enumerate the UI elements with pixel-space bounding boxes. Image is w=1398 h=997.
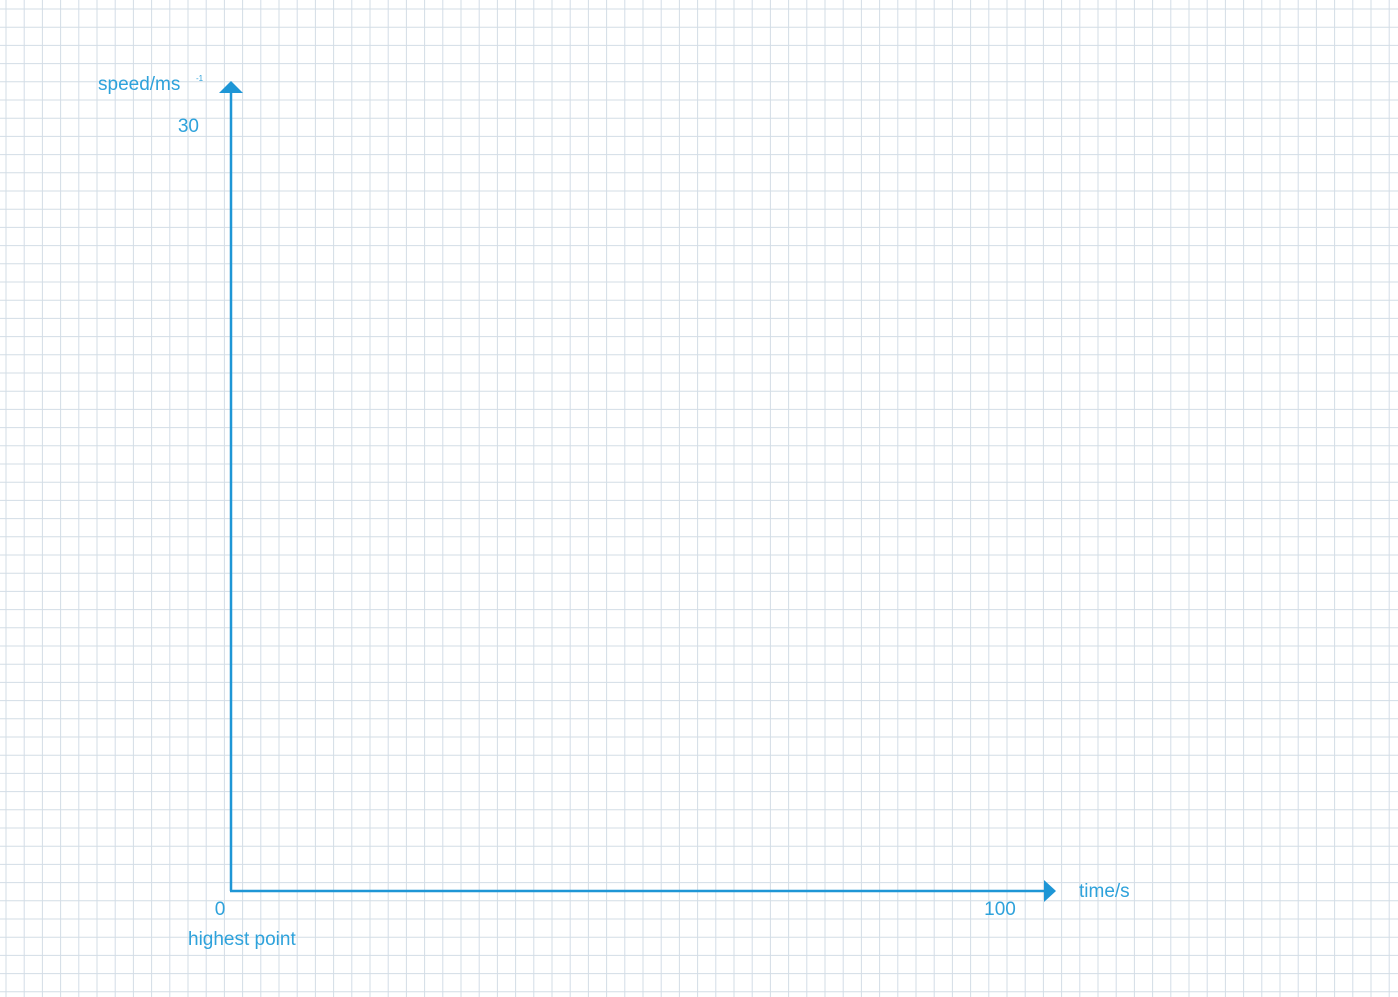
x-tick-label: 100 <box>984 899 1016 920</box>
annotations: highest point <box>188 929 296 950</box>
y-tick-labels: 30 <box>178 116 199 137</box>
y-axis-label: speed/ms <box>98 74 180 95</box>
x-axis-label: time/s <box>1079 881 1130 902</box>
y-tick-label: 30 <box>178 116 199 137</box>
x-tick-labels: 0 100 <box>215 899 1016 920</box>
x-tick-label: 0 <box>215 899 226 920</box>
y-axis-label-superscript: -1 <box>196 74 204 83</box>
y-axis-arrow-icon <box>219 81 243 93</box>
x-axis-arrow-icon <box>1044 880 1056 902</box>
annotation-highest-point: highest point <box>188 929 296 950</box>
